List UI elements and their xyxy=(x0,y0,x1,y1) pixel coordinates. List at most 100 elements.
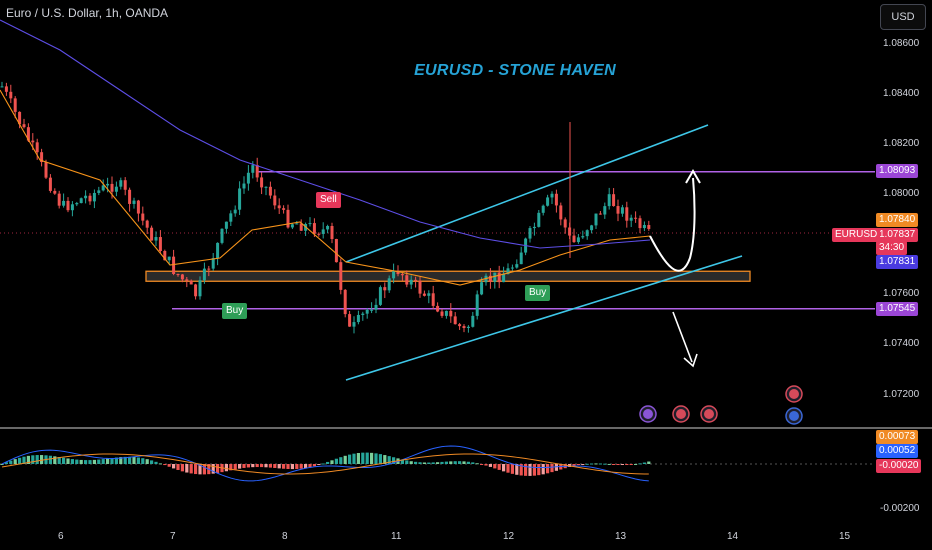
macd-hist-bar xyxy=(145,459,149,464)
time-tick: 8 xyxy=(282,531,288,542)
candle-body xyxy=(480,282,484,295)
candle-body xyxy=(158,237,162,251)
macd-hist-bar xyxy=(488,464,492,467)
macd-hist-bar xyxy=(506,464,510,473)
currency-button[interactable]: USD xyxy=(880,4,926,30)
candle-body xyxy=(546,197,550,206)
macd-hist-bar xyxy=(295,464,299,469)
candle-body xyxy=(440,311,444,316)
candle-body xyxy=(0,86,4,88)
candle-body xyxy=(92,192,96,202)
macd-hist-bar xyxy=(598,463,602,465)
time-tick: 6 xyxy=(58,531,64,542)
candle-body xyxy=(356,314,360,323)
macd-hist-bar xyxy=(378,454,382,464)
macd-hist-bar xyxy=(176,464,180,470)
time-tick: 15 xyxy=(839,531,851,542)
macd-hist-bar xyxy=(4,462,8,464)
macd-hist-bar xyxy=(524,464,528,476)
price-tick: 1.07600 xyxy=(883,288,920,299)
time-tick: 11 xyxy=(391,531,402,542)
candle-body xyxy=(598,213,602,215)
candle-body xyxy=(114,186,118,192)
macd-hist-bar xyxy=(167,464,171,467)
candle-body xyxy=(53,190,57,194)
candle-body xyxy=(154,237,158,241)
macd-hist-bar xyxy=(70,459,74,464)
macd-hist-bar xyxy=(312,464,316,467)
macd-hist-bar xyxy=(554,464,558,471)
candle-body xyxy=(590,225,594,231)
macd-hist-bar xyxy=(66,458,70,464)
candle-body xyxy=(79,198,83,204)
candle-body xyxy=(189,280,193,285)
macd-hist-bar xyxy=(242,464,246,468)
macd-hist-tag: -0.00020 xyxy=(876,459,922,473)
macd-hist-bar xyxy=(541,464,545,475)
countdown-tag: 34:30 xyxy=(876,241,908,255)
candle-body xyxy=(44,162,48,178)
event-lightning-icon-inner xyxy=(643,409,653,419)
macd-hist-bar xyxy=(444,461,448,464)
macd-hist-bar xyxy=(110,458,114,464)
candle-body xyxy=(268,186,272,196)
candle-body xyxy=(150,227,154,241)
macd-hist-bar xyxy=(625,464,629,465)
macd-hist-bar xyxy=(185,464,189,473)
candle-body xyxy=(101,185,105,191)
candle-body xyxy=(339,262,343,290)
candle-body xyxy=(409,279,413,285)
candle-body xyxy=(167,256,171,261)
macd-hist-bar xyxy=(647,461,651,464)
candle-body xyxy=(123,180,127,190)
candle-body xyxy=(554,193,558,206)
macd-signal-tag: 0.00073 xyxy=(876,430,919,444)
macd-hist-bar xyxy=(18,457,22,464)
demand-zone xyxy=(145,270,751,282)
price-tick: 1.07400 xyxy=(883,338,920,349)
candle-body xyxy=(541,205,545,213)
candle-body xyxy=(277,205,281,209)
candle-body xyxy=(378,287,382,305)
macd-hist-bar xyxy=(119,457,123,464)
candle-body xyxy=(224,221,228,229)
support-price-tag: 1.07545 xyxy=(876,302,919,316)
candle-body xyxy=(26,127,30,141)
candle-body xyxy=(22,124,26,128)
candle-body xyxy=(18,111,22,125)
candle-body xyxy=(471,315,475,327)
macd-hist-bar xyxy=(405,460,409,464)
macd-hist-bar xyxy=(493,464,497,469)
candle-body xyxy=(106,183,110,186)
candle-body xyxy=(282,208,286,210)
time-tick: 14 xyxy=(727,531,739,542)
candle-body xyxy=(119,180,123,187)
channel-upper-line xyxy=(345,124,709,263)
candle-body xyxy=(634,217,638,219)
signal-line xyxy=(1,453,649,475)
candle-body xyxy=(163,250,167,261)
candle-body xyxy=(4,86,8,92)
macd-hist-bar xyxy=(0,464,4,465)
macd-hist-bar xyxy=(440,461,444,464)
candle-body xyxy=(299,223,303,231)
candle-body xyxy=(343,289,347,315)
candle-body xyxy=(75,203,79,205)
macd-hist-bar xyxy=(40,455,44,464)
macd-hist-bar xyxy=(198,464,202,475)
macd-hist-bar xyxy=(466,461,470,464)
candle-body xyxy=(70,204,74,211)
macd-hist-bar xyxy=(246,464,250,468)
projection-down-arrowhead xyxy=(683,353,698,368)
macd-hist-bar xyxy=(581,464,585,465)
projection-down-arrow xyxy=(672,311,693,363)
candle-body xyxy=(563,219,567,228)
candle-body xyxy=(176,274,180,276)
candle-body xyxy=(581,236,585,238)
buy-signal: Buy xyxy=(222,303,248,319)
macd-hist-bar xyxy=(537,464,541,476)
candle-body xyxy=(502,274,506,283)
macd-hist-bar xyxy=(326,461,330,464)
